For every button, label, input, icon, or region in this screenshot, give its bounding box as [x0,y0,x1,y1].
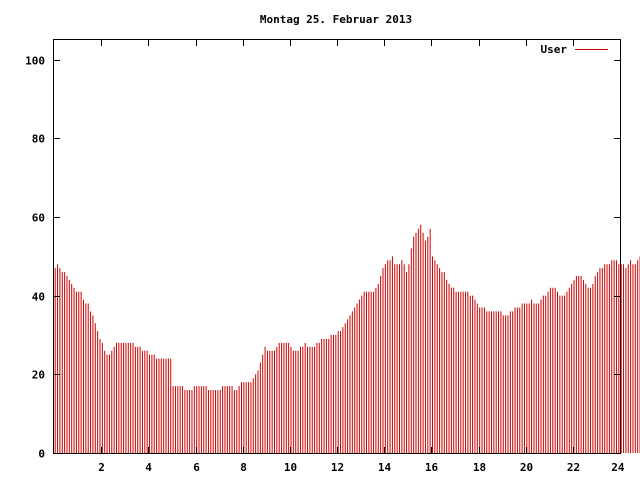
x-tick-label: 8 [240,461,247,474]
x-tick-label: 16 [425,461,439,474]
bar-series [54,224,640,453]
x-tick-label: 22 [567,461,580,474]
x-axis: 2 4 6 8 10 12 14 16 18 20 22 24 [98,40,625,474]
legend-label: User [541,43,568,56]
y-axis: 0 20 40 60 80 100 [25,55,620,461]
y-tick-label: 60 [32,212,45,225]
x-tick-label: 12 [331,461,344,474]
x-tick-label: 24 [611,461,625,474]
y-tick-label: 20 [32,369,45,382]
legend: User [541,43,608,56]
y-tick-label: 0 [38,448,45,461]
y-tick-label: 40 [32,291,45,304]
plot-frame [53,39,621,454]
x-tick-label: 4 [145,461,152,474]
x-tick-label: 2 [98,461,105,474]
x-tick-label: 6 [193,461,200,474]
chart-title: Montag 25. Februar 2013 [260,13,412,26]
y-tick-label: 100 [25,55,45,68]
y-tick-label: 80 [32,133,45,146]
x-tick-label: 14 [378,461,392,474]
x-tick-label: 10 [284,461,297,474]
x-tick-label: 20 [520,461,533,474]
x-tick-label: 18 [473,461,486,474]
